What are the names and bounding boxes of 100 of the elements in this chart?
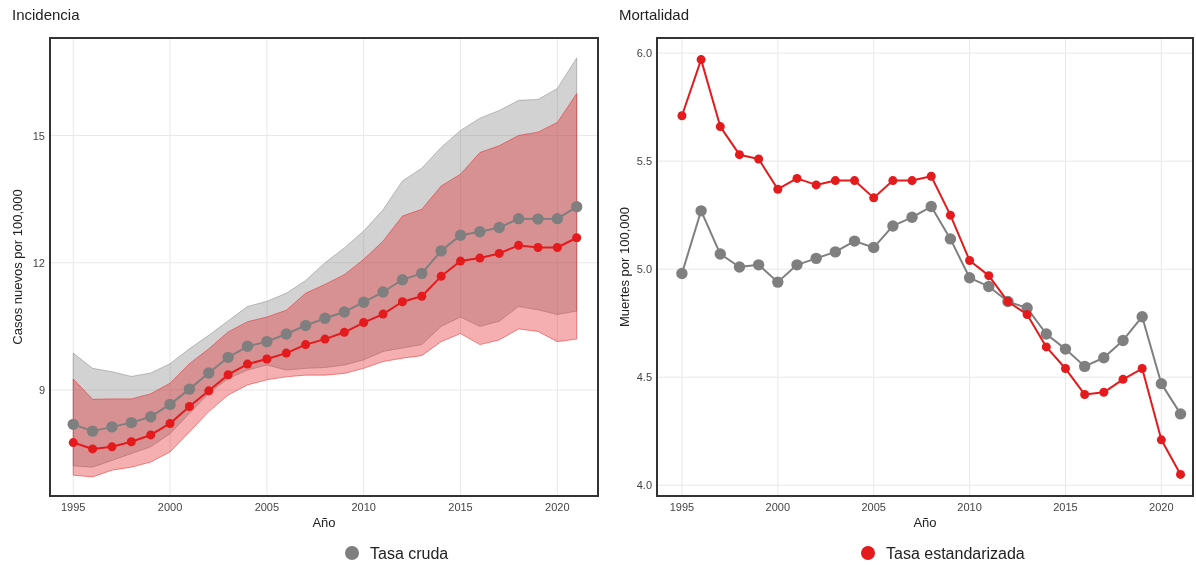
point	[792, 173, 802, 183]
point	[281, 348, 291, 358]
point	[1060, 364, 1070, 374]
point	[848, 235, 861, 247]
point	[773, 184, 783, 194]
point	[1174, 408, 1187, 420]
x-tick-label: 2000	[157, 501, 183, 513]
point	[868, 241, 880, 254]
point	[754, 154, 764, 164]
x-tick-label: 2020	[545, 501, 570, 513]
point	[1118, 374, 1128, 384]
point	[280, 328, 292, 340]
point	[944, 233, 957, 245]
point	[695, 205, 707, 217]
x-tick-label: 2005	[254, 501, 280, 513]
point	[126, 437, 136, 447]
point	[906, 211, 918, 224]
point	[1098, 352, 1110, 364]
point	[772, 276, 784, 288]
point	[1041, 342, 1051, 352]
point	[715, 122, 725, 132]
y-tick-label: 6.0	[636, 47, 652, 60]
point	[262, 354, 272, 364]
point	[1137, 364, 1147, 374]
point	[378, 309, 388, 319]
point	[183, 383, 196, 395]
x-tick-label: 2015	[448, 501, 473, 513]
point	[436, 271, 446, 281]
point	[359, 318, 369, 328]
point	[475, 253, 485, 263]
point	[907, 176, 917, 186]
point	[241, 340, 254, 352]
point	[86, 425, 99, 437]
chart-title: Mortalidad	[619, 6, 690, 23]
point	[945, 210, 955, 220]
point	[551, 212, 564, 225]
point	[299, 319, 312, 332]
point	[125, 416, 138, 429]
point	[454, 229, 467, 241]
point	[1155, 377, 1168, 390]
point	[1080, 389, 1090, 399]
point	[144, 411, 157, 423]
point	[925, 200, 937, 213]
point	[850, 176, 860, 186]
point	[261, 335, 273, 348]
point	[552, 242, 562, 252]
point	[184, 402, 194, 412]
point	[301, 340, 311, 350]
point	[533, 242, 543, 252]
point	[888, 176, 898, 186]
point	[1078, 360, 1091, 373]
point	[416, 267, 428, 280]
point	[223, 370, 233, 380]
x-tick-label: 1995	[669, 501, 695, 513]
point	[474, 226, 486, 238]
y-tick-label: 4.0	[636, 479, 652, 492]
point	[164, 398, 176, 411]
point	[984, 271, 994, 281]
point	[887, 220, 899, 232]
point	[1059, 343, 1072, 355]
point	[146, 430, 156, 440]
point	[733, 261, 746, 273]
point	[107, 442, 117, 452]
y-tick-label: 4.5	[636, 371, 652, 384]
point	[456, 256, 466, 266]
point	[106, 421, 118, 433]
point	[319, 312, 331, 325]
point	[493, 221, 505, 234]
y-axis-title: Casos nuevos por 100,000	[10, 189, 25, 345]
point	[734, 150, 744, 160]
x-axis-title: Año	[913, 515, 937, 530]
point	[869, 193, 879, 203]
point	[571, 201, 583, 213]
x-tick-label: 1995	[60, 501, 86, 513]
point	[983, 280, 995, 293]
point	[358, 296, 370, 308]
point	[512, 212, 525, 225]
point	[203, 367, 215, 379]
point	[810, 252, 822, 265]
point	[397, 297, 407, 307]
point	[1136, 310, 1148, 323]
point	[926, 171, 936, 181]
point	[752, 259, 765, 271]
x-tick-label: 2010	[351, 501, 376, 513]
x-axis-title: Año	[312, 515, 336, 530]
point	[1022, 310, 1032, 320]
point	[532, 213, 544, 225]
y-tick-label: 15	[32, 129, 45, 142]
legend-label: Tasa estandarizada	[886, 545, 1025, 562]
point	[1176, 469, 1186, 479]
point	[165, 418, 175, 428]
chart-title: Incidencia	[12, 6, 81, 23]
point	[88, 444, 98, 454]
point	[204, 386, 214, 396]
point	[222, 351, 234, 364]
x-tick-label: 2005	[861, 501, 886, 513]
point	[965, 256, 975, 266]
y-tick-label: 5.0	[636, 263, 652, 276]
point	[1117, 334, 1129, 347]
point	[791, 259, 803, 271]
